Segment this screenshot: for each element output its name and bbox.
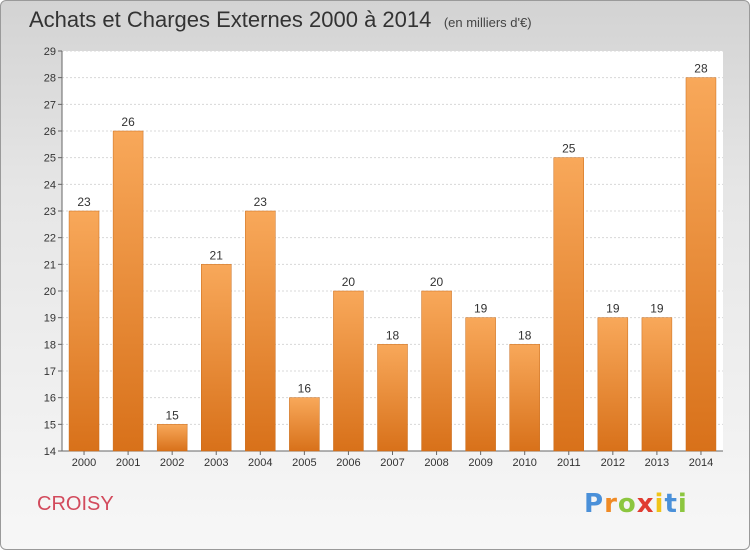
y-tick-label: 22: [44, 233, 56, 245]
y-tick-label: 17: [44, 366, 56, 378]
y-tick-label: 16: [44, 393, 56, 405]
y-tick-label: 26: [44, 126, 56, 138]
x-tick-label: 2002: [160, 457, 184, 469]
logo-letter: P: [584, 489, 605, 519]
y-tick-label: 23: [44, 206, 56, 218]
bar: [465, 317, 496, 452]
bar-value-label: 19: [474, 302, 488, 316]
bar: [597, 317, 629, 452]
label-layer: 23 2000 26 2001 15 2002 21 2003 23 2004 16 2005 20 20…: [72, 62, 713, 469]
y-tick-label: 24: [44, 179, 56, 191]
bar-value-label: 19: [606, 302, 620, 316]
bar-value-label: 25: [562, 142, 576, 156]
proxiti-logo: Proxiti: [584, 489, 688, 519]
bar-layer: [68, 77, 717, 452]
bar: [112, 130, 144, 452]
y-tick-label: 14: [44, 446, 56, 458]
x-tick-label: 2012: [601, 457, 625, 469]
bar-value-label: 20: [430, 275, 444, 289]
logo-letter: i: [654, 489, 665, 519]
bar: [289, 397, 320, 452]
bar: [553, 157, 584, 452]
y-tick-label: 29: [44, 46, 56, 58]
bar: [245, 210, 276, 452]
y-tick-label: 25: [44, 153, 56, 165]
bar-value-label: 18: [518, 328, 532, 342]
y-tick-label: 21: [44, 259, 56, 271]
bar-value-label: 23: [254, 195, 268, 209]
bar-value-label: 28: [694, 62, 708, 76]
x-tick-label: 2008: [424, 457, 448, 469]
bar: [333, 290, 364, 452]
x-tick-label: 2003: [204, 457, 228, 469]
bar: [421, 290, 452, 452]
bar: [377, 344, 408, 452]
x-tick-label: 2005: [292, 457, 316, 469]
logo-letter: i: [677, 489, 688, 519]
bar-value-label: 26: [121, 115, 135, 129]
x-tick-label: 2014: [689, 457, 713, 469]
chart-subtitle: (en milliers d'€): [443, 15, 532, 30]
bar-value-label: 16: [298, 382, 312, 396]
logo-letter: t: [664, 489, 678, 519]
bar: [685, 77, 717, 452]
bar: [156, 424, 188, 452]
logo-letter: o: [617, 489, 637, 519]
bar: [201, 264, 232, 452]
y-tick-label: 15: [44, 419, 56, 431]
logo-letter: r: [604, 489, 618, 519]
commune-name: CROISY: [37, 493, 114, 515]
bar-value-label: 20: [342, 275, 356, 289]
logo-letter: x: [636, 489, 655, 519]
x-tick-label: 2006: [336, 457, 360, 469]
x-tick-label: 2000: [72, 457, 96, 469]
bar: [68, 210, 100, 452]
y-tick-label: 18: [44, 339, 56, 351]
bar-value-label: 19: [650, 302, 664, 316]
title-row: Achats et Charges Externes 2000 à 2014 (…: [29, 7, 532, 33]
bar-value-label: 21: [210, 248, 224, 262]
y-tick-label: 20: [44, 286, 56, 298]
x-tick-label: 2009: [468, 457, 492, 469]
bar-value-label: 15: [165, 408, 179, 422]
bar-value-label: 23: [77, 195, 91, 209]
y-tick-label: 27: [44, 99, 56, 111]
chart-title: Achats et Charges Externes 2000 à 2014: [29, 7, 432, 32]
bar-value-label: 18: [386, 328, 400, 342]
x-tick-label: 2010: [512, 457, 536, 469]
bar: [641, 317, 673, 452]
bar: [509, 344, 540, 452]
x-tick-label: 2011: [557, 457, 581, 469]
x-tick-label: 2004: [248, 457, 272, 469]
x-tick-label: 2013: [645, 457, 669, 469]
x-tick-label: 2007: [380, 457, 404, 469]
x-tick-label: 2001: [116, 457, 140, 469]
y-tick-label: 19: [44, 313, 56, 325]
y-tick-label: 28: [44, 73, 56, 85]
